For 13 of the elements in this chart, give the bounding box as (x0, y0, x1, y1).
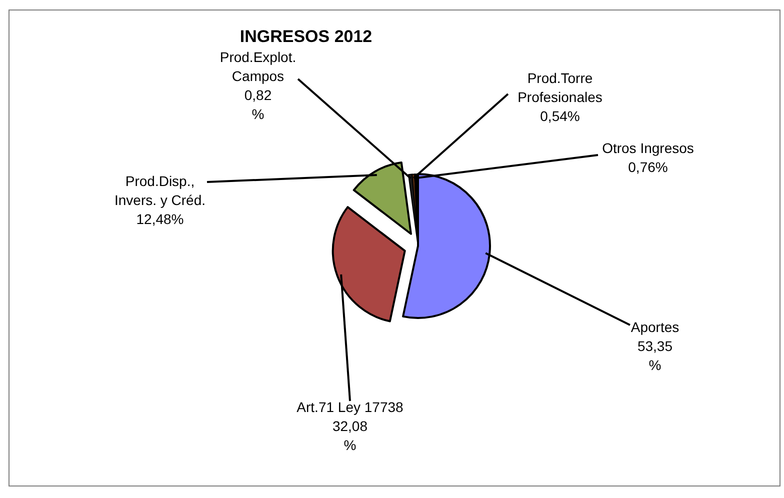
slice-label: Prod.Disp., Invers. y Créd. (114, 173, 206, 208)
data-label: 0,82 % (244, 87, 272, 122)
data-label: 0,54% (540, 108, 580, 124)
data-label: 53,35 % (637, 338, 673, 373)
chart-title: INGRESOS 2012 (240, 27, 372, 46)
slice-label: Prod.Torre Profesionales (518, 70, 602, 105)
slice-label: Prod.Explot. Campos (220, 49, 296, 84)
data-label: 0,76% (628, 159, 668, 175)
data-label: 12,48% (136, 211, 184, 227)
slice-label: Aportes (630, 319, 680, 335)
slice-label: Art.71 Ley 17738 (296, 399, 404, 415)
slice-label: Otros Ingresos (602, 140, 694, 156)
data-label: 32,08 % (332, 418, 368, 453)
